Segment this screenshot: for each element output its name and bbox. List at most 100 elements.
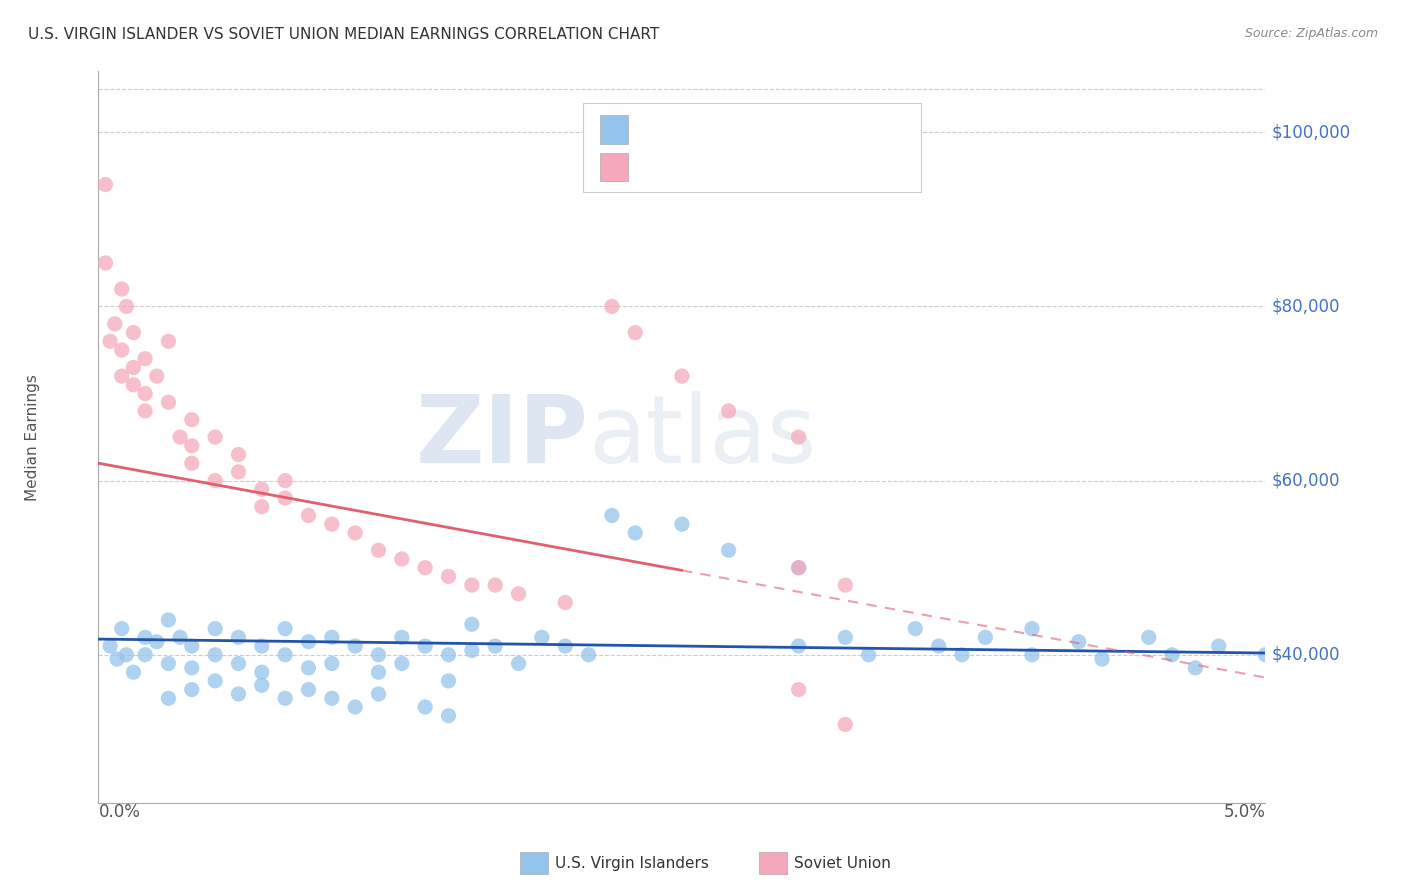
Point <box>950 648 973 662</box>
Point <box>250 639 273 653</box>
Point <box>413 560 436 574</box>
Point <box>391 552 413 566</box>
Point <box>787 639 810 653</box>
Text: -0.172: -0.172 <box>685 160 740 174</box>
Point <box>717 404 740 418</box>
Text: Median Earnings: Median Earnings <box>25 374 41 500</box>
Point <box>180 661 202 675</box>
Point <box>928 639 950 653</box>
Point <box>413 700 436 714</box>
Point <box>274 622 297 636</box>
Point <box>204 648 226 662</box>
Point <box>484 578 506 592</box>
Point <box>624 525 647 540</box>
Point <box>671 369 693 384</box>
Point <box>134 648 156 662</box>
Point <box>834 578 856 592</box>
Point <box>146 369 169 384</box>
Point <box>250 483 273 497</box>
Point <box>228 657 250 671</box>
Point <box>413 639 436 653</box>
Point <box>530 631 553 645</box>
Point <box>321 631 343 645</box>
Point <box>461 643 484 657</box>
Point <box>461 578 484 592</box>
Point <box>297 661 319 675</box>
Point <box>344 700 367 714</box>
Text: -0.030: -0.030 <box>685 122 740 136</box>
Point <box>228 631 250 645</box>
Point <box>391 631 413 645</box>
Text: 0.0%: 0.0% <box>98 803 141 821</box>
Point <box>157 334 180 349</box>
Text: Source: ZipAtlas.com: Source: ZipAtlas.com <box>1244 27 1378 40</box>
Point <box>146 634 169 648</box>
Point <box>554 595 576 609</box>
Point <box>554 639 576 653</box>
Point <box>1161 648 1184 662</box>
Point <box>134 386 156 401</box>
Text: $80,000: $80,000 <box>1271 297 1340 316</box>
Point <box>297 508 319 523</box>
Point <box>787 560 810 574</box>
Point <box>180 639 202 653</box>
Point <box>367 648 389 662</box>
Point <box>111 343 134 357</box>
Point <box>274 648 297 662</box>
Point <box>274 491 297 505</box>
Point <box>367 665 389 680</box>
Point <box>250 678 273 692</box>
Point <box>1021 648 1043 662</box>
Point <box>437 673 460 688</box>
Text: N =: N = <box>769 160 813 174</box>
Point <box>624 326 647 340</box>
Point <box>169 631 191 645</box>
Point <box>105 652 128 666</box>
Text: 49: 49 <box>814 160 835 174</box>
Point <box>250 500 273 514</box>
Text: $100,000: $100,000 <box>1271 123 1350 141</box>
Point <box>787 430 810 444</box>
Point <box>157 657 180 671</box>
Point <box>1137 631 1160 645</box>
Text: U.S. Virgin Islanders: U.S. Virgin Islanders <box>555 856 709 871</box>
Point <box>274 474 297 488</box>
Point <box>437 648 460 662</box>
Point <box>111 622 134 636</box>
Text: ZIP: ZIP <box>416 391 589 483</box>
Point <box>122 326 145 340</box>
Point <box>508 587 530 601</box>
Point <box>228 465 250 479</box>
Point <box>787 682 810 697</box>
Point <box>1208 639 1230 653</box>
Point <box>122 377 145 392</box>
Text: $40,000: $40,000 <box>1271 646 1340 664</box>
Point <box>204 673 226 688</box>
Point <box>367 687 389 701</box>
Point <box>461 617 484 632</box>
Point <box>98 639 121 653</box>
Point <box>180 456 202 470</box>
Point <box>204 430 226 444</box>
Text: R =: R = <box>643 160 676 174</box>
Point <box>321 691 343 706</box>
Text: atlas: atlas <box>589 391 817 483</box>
Point <box>169 430 191 444</box>
Point <box>787 560 810 574</box>
Point <box>344 525 367 540</box>
Text: 5.0%: 5.0% <box>1223 803 1265 821</box>
Point <box>508 657 530 671</box>
Point <box>204 622 226 636</box>
Point <box>671 517 693 532</box>
Point <box>297 682 319 697</box>
Point <box>111 282 134 296</box>
Point <box>94 256 117 270</box>
Point <box>1184 661 1206 675</box>
Point <box>1067 634 1090 648</box>
Point <box>111 369 134 384</box>
Point <box>858 648 880 662</box>
Point <box>115 300 138 314</box>
Point <box>204 474 226 488</box>
Point <box>98 334 121 349</box>
Point <box>180 439 202 453</box>
